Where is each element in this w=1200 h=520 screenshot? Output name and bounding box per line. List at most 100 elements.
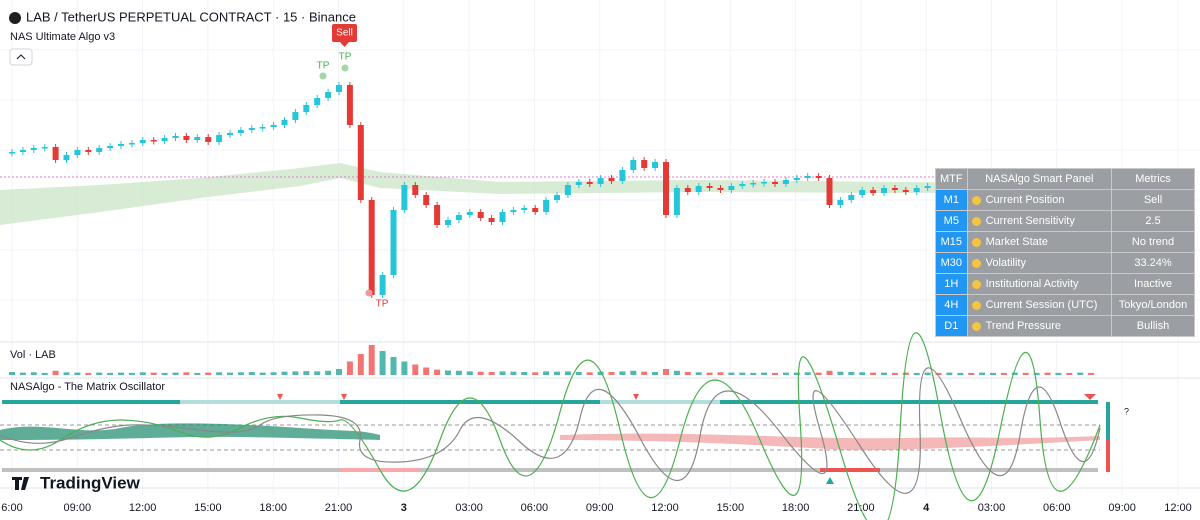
candle	[314, 98, 321, 105]
volume-bar	[935, 372, 942, 375]
osc-strip	[820, 468, 880, 472]
panel-row: M15 Market State No trend	[935, 231, 1195, 253]
timeframe: D1	[935, 315, 968, 337]
candle	[52, 147, 59, 160]
sell-label: Sell	[336, 28, 353, 39]
time-label: 09:00	[1108, 502, 1136, 514]
volume-bar	[532, 372, 539, 375]
volume-bar	[477, 371, 484, 375]
candle	[564, 185, 571, 195]
osc-line	[0, 332, 1101, 520]
volume-bar	[118, 372, 124, 375]
symbol-icon	[9, 12, 21, 24]
icon	[971, 279, 981, 289]
volume-bar	[750, 372, 757, 375]
metric-value: Bullish	[1111, 315, 1195, 337]
volume-bar	[739, 372, 746, 375]
collapse-button[interactable]	[9, 48, 33, 66]
volume-bar	[990, 372, 996, 375]
volume-bar	[63, 372, 70, 375]
time-label: 15:00	[717, 502, 745, 514]
candle	[248, 128, 255, 130]
metric-value: Tokyo/London	[1111, 294, 1195, 316]
volume-bar	[979, 372, 986, 375]
candle	[554, 195, 560, 200]
candle	[107, 146, 114, 148]
candle	[619, 170, 626, 181]
candle	[172, 136, 179, 138]
volume-bar	[85, 372, 92, 375]
volume-bar	[30, 372, 37, 375]
icon	[971, 195, 981, 205]
panel-row: M1 Current Position Sell	[935, 189, 1195, 211]
volume-bar	[870, 372, 877, 375]
volume-bar	[466, 371, 473, 375]
candle	[455, 215, 462, 220]
chart-title: LAB / TetherUS PERPETUAL CONTRACT · 15 ·…	[26, 9, 356, 24]
candle	[445, 220, 451, 225]
timeframe: 4H	[935, 294, 968, 316]
signal-arrow	[826, 477, 834, 484]
volume-bar	[172, 372, 179, 375]
candle	[227, 133, 233, 135]
time-label: 3	[401, 502, 407, 514]
candle	[521, 208, 528, 210]
time-label: 18:00	[259, 502, 287, 514]
cell-text: D1	[944, 320, 959, 332]
signal-arrow	[277, 394, 283, 400]
grid	[0, 0, 1200, 495]
cell-text: Bullish	[1136, 320, 1170, 332]
volume-bar	[554, 371, 560, 375]
osc-line	[0, 367, 1101, 494]
volume-bar	[488, 372, 495, 375]
timeframe: M5	[935, 210, 968, 232]
time-label: 12:00	[1164, 502, 1192, 514]
volume-bar	[1000, 372, 1007, 375]
help[interactable]: ?	[1124, 406, 1129, 416]
cell-text: Current Position	[985, 194, 1065, 206]
candle	[259, 127, 266, 129]
indicator-name: NAS Ultimate Algo v3	[10, 31, 115, 43]
candle	[477, 212, 484, 218]
candle	[761, 182, 768, 184]
volume-bar	[684, 372, 691, 375]
volume-bar	[924, 372, 931, 375]
metric-value: 33.24%	[1111, 252, 1195, 274]
candle	[205, 137, 212, 142]
metric-value: Inactive	[1111, 273, 1195, 295]
candle	[499, 212, 506, 222]
candle	[434, 205, 441, 225]
volume-bar	[9, 372, 15, 375]
volume-bar	[96, 372, 103, 375]
header-cell: Metrics	[1111, 168, 1195, 190]
time-label: 03:00	[455, 502, 483, 514]
volume-bar	[248, 372, 255, 375]
cell-text: Volatility	[985, 257, 1026, 269]
time-label: 21:00	[847, 502, 875, 514]
volume-bar	[761, 372, 768, 375]
volume-bar	[259, 372, 266, 375]
metric-name: Current Session (UTC)	[966, 294, 1113, 316]
volume-bar	[1033, 372, 1040, 375]
cell-text: M1	[943, 194, 959, 206]
candle	[325, 92, 332, 98]
volume-bar	[455, 370, 462, 375]
cell-text: No trend	[1131, 236, 1175, 248]
panel-row: D1 Trend Pressure Bullish	[935, 315, 1195, 337]
candle	[412, 185, 419, 195]
metric-name: Trend Pressure	[966, 315, 1113, 337]
volume-bar	[510, 371, 517, 375]
volume-bar	[717, 372, 724, 375]
candle	[270, 125, 277, 127]
volume-bar	[543, 371, 550, 375]
volume-bar	[292, 371, 299, 375]
candle	[793, 178, 800, 180]
time-label: 18:00	[782, 502, 810, 514]
volume-bar	[270, 372, 277, 375]
tp-label: TP	[317, 61, 330, 72]
volume-bar	[445, 370, 451, 375]
candle	[401, 185, 408, 210]
volume-bar	[597, 371, 604, 375]
cell-text: Current Sensitivity	[985, 215, 1075, 227]
candle	[128, 143, 135, 145]
